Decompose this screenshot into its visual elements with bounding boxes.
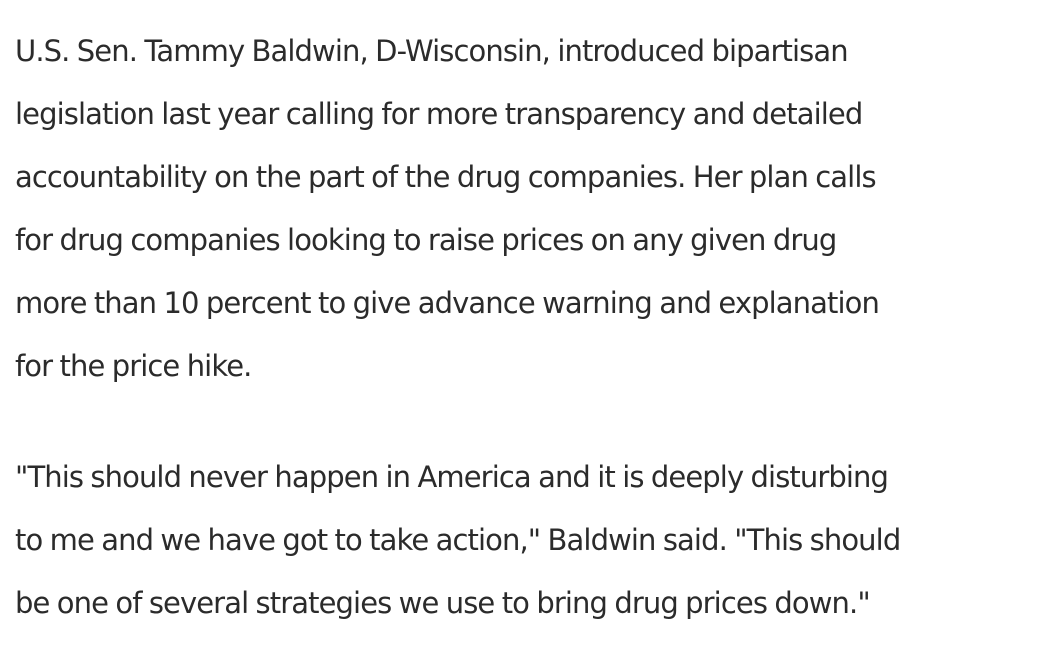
text-line: to me and we have got to take action," B… [15, 523, 901, 557]
text-line: for the price hike. [15, 349, 252, 383]
text-line: "This should never happen in America and… [15, 460, 889, 494]
paragraph-baldwin-quote: "This should never happen in America and… [15, 446, 1025, 635]
text-line: legislation last year calling for more t… [15, 97, 863, 131]
text-line: U.S. Sen. Tammy Baldwin, D-Wisconsin, in… [15, 34, 849, 68]
text-line: for drug companies looking to raise pric… [15, 223, 837, 257]
text-line: accountability on the part of the drug c… [15, 160, 877, 194]
paragraph-baldwin-legislation: U.S. Sen. Tammy Baldwin, D-Wisconsin, in… [15, 20, 1025, 398]
article-body: U.S. Sen. Tammy Baldwin, D-Wisconsin, in… [15, 20, 1025, 635]
text-line: be one of several strategies we use to b… [15, 586, 871, 620]
text-line: more than 10 percent to give advance war… [15, 286, 880, 320]
